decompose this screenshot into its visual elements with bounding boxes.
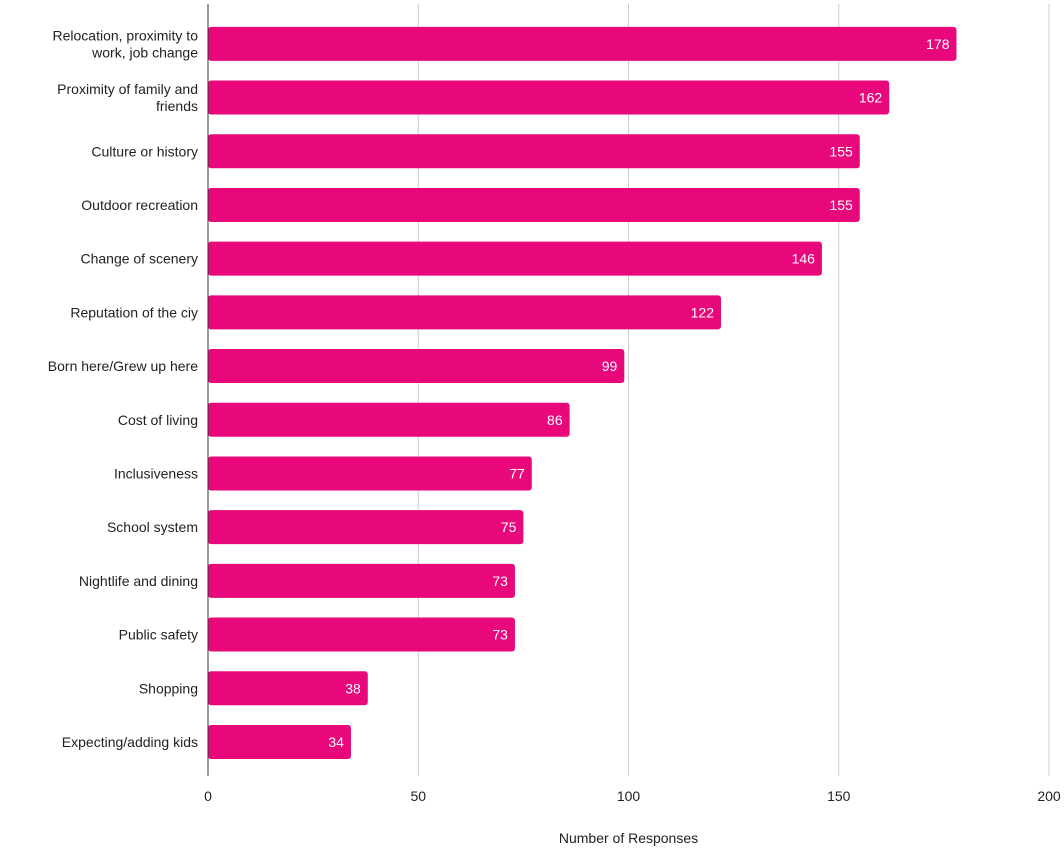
bar — [208, 295, 722, 330]
bar — [208, 402, 570, 437]
category-label-line: Expecting/adding kids — [62, 734, 198, 750]
category-label: Relocation, proximity to work, job change — [52, 27, 198, 60]
bar-value-label: 73 — [492, 627, 508, 643]
category-label: Reputation of the ciy — [70, 304, 198, 320]
category-label: Cost of living — [118, 412, 198, 428]
bar — [208, 563, 515, 598]
x-tick-label: 100 — [617, 788, 641, 804]
bar-value-label: 75 — [501, 519, 517, 535]
bar-value-label: 34 — [328, 734, 344, 750]
bar — [208, 26, 957, 61]
bar-value-label: 86 — [547, 412, 563, 428]
bar-value-label: 38 — [345, 680, 361, 696]
category-label-line: School system — [107, 519, 198, 535]
category-label-line: Relocation, proximity to — [52, 27, 198, 43]
bar — [208, 724, 351, 759]
category-label: Proximity of family and friends — [57, 81, 198, 114]
x-tick-label: 50 — [410, 788, 426, 804]
category-label-line: Nightlife and dining — [79, 573, 198, 589]
bar — [208, 134, 860, 169]
category-labels: Relocation, proximity to work, job change… — [48, 27, 198, 750]
category-label-line: Public safety — [119, 627, 198, 643]
x-tick-label: 200 — [1037, 788, 1061, 804]
bar-value-label: 155 — [829, 197, 853, 213]
bar — [208, 510, 524, 545]
bar — [208, 617, 515, 652]
category-label-line: Culture or history — [91, 143, 198, 159]
category-label: Outdoor recreation — [81, 197, 198, 213]
bar-value-label: 73 — [492, 573, 508, 589]
bar — [208, 349, 625, 384]
bar-value-label: 122 — [691, 304, 715, 320]
category-label-line: Reputation of the ciy — [70, 304, 198, 320]
category-label-line: friends — [156, 98, 198, 114]
bar-value-label: 146 — [792, 251, 816, 267]
bar — [208, 187, 860, 222]
category-label-line: Born here/Grew up here — [48, 358, 198, 374]
category-label-line: Cost of living — [118, 412, 198, 428]
bar-value-label: 77 — [509, 465, 525, 481]
category-label-line: Change of scenery — [80, 251, 198, 267]
x-axis-title: Number of Responses — [559, 830, 698, 846]
grid-lines — [417, 4, 1050, 776]
category-label: Culture or history — [91, 143, 198, 159]
category-label-line: Shopping — [139, 680, 198, 696]
category-label: Born here/Grew up here — [48, 358, 198, 374]
bar-value-label: 178 — [926, 36, 950, 52]
bar — [208, 671, 368, 706]
x-tick-labels: 0 50 100 150 200 — [204, 788, 1061, 804]
bar — [208, 241, 822, 276]
category-label: Shopping — [139, 680, 198, 696]
bars: 178 162 155 155 146 122 99 86 77 75 73 73 38 34 — [208, 26, 957, 759]
bar — [208, 456, 532, 491]
bar — [208, 80, 890, 115]
category-label: Expecting/adding kids — [62, 734, 198, 750]
category-label: School system — [107, 519, 198, 535]
category-label-line: Proximity of family and — [57, 81, 198, 97]
x-tick-label: 150 — [827, 788, 851, 804]
bar-value-label: 155 — [829, 143, 853, 159]
x-tick-label: 0 — [204, 788, 212, 804]
category-label: Inclusiveness — [114, 465, 198, 481]
category-label-line: Inclusiveness — [114, 465, 198, 481]
category-label: Change of scenery — [80, 251, 198, 267]
category-label: Public safety — [119, 627, 198, 643]
category-label-line: Outdoor recreation — [81, 197, 198, 213]
bar-value-label: 162 — [859, 90, 883, 106]
category-label-line: work, job change — [91, 44, 198, 60]
bar-value-label: 99 — [602, 358, 618, 374]
category-label: Nightlife and dining — [79, 573, 198, 589]
